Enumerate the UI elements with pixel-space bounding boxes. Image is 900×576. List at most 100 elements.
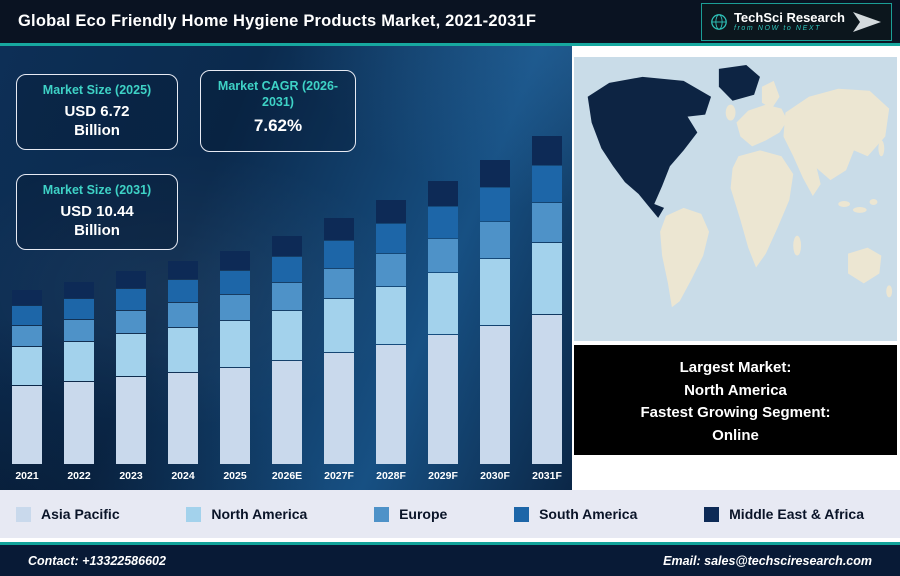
bar-segment-south-america bbox=[64, 299, 94, 319]
x-axis-label: 2023 bbox=[119, 470, 143, 482]
bar-segment-europe bbox=[220, 295, 250, 320]
bar-segment-asia-pacific bbox=[532, 315, 562, 464]
stat-value: USD 10.44 bbox=[60, 202, 134, 220]
bar-segment-middle-east-africa bbox=[64, 282, 94, 298]
market-note: Largest Market: North America Fastest Gr… bbox=[574, 345, 897, 455]
bar-segment-middle-east-africa bbox=[324, 218, 354, 240]
continent-north-america bbox=[587, 76, 712, 218]
header: Global Eco Friendly Home Hygiene Product… bbox=[0, 0, 900, 46]
bar-stack bbox=[168, 261, 198, 464]
bar-segment-north-america bbox=[64, 342, 94, 381]
bar-column-2022: 2022 bbox=[62, 282, 96, 482]
bar-segment-north-america bbox=[220, 321, 250, 367]
legend-swatch bbox=[704, 506, 720, 522]
island-madagascar bbox=[793, 235, 802, 256]
legend-label: North America bbox=[211, 506, 308, 522]
bar-segment-north-america bbox=[324, 299, 354, 352]
bar-segment-europe bbox=[428, 239, 458, 272]
bar-column-2031f: 2031F bbox=[530, 136, 564, 482]
bar-segment-north-america bbox=[376, 287, 406, 344]
bar-segment-asia-pacific bbox=[12, 386, 42, 464]
bar-segment-asia-pacific bbox=[428, 335, 458, 464]
note-line-fastest-segment-value: Online bbox=[712, 426, 759, 444]
note-line-largest-market-value: North America bbox=[684, 381, 787, 399]
bar-segment-south-america bbox=[532, 166, 562, 202]
x-axis-label: 2030F bbox=[480, 470, 510, 482]
bar-segment-europe bbox=[376, 254, 406, 286]
bar-segment-asia-pacific bbox=[116, 377, 146, 464]
main-content: Market Size (2025) USD 6.72 Billion Mark… bbox=[0, 46, 900, 490]
bar-segment-middle-east-africa bbox=[116, 271, 146, 288]
bar-segment-asia-pacific bbox=[376, 345, 406, 464]
bar-segment-middle-east-africa bbox=[220, 251, 250, 270]
legend-item-europe: Europe bbox=[374, 506, 447, 522]
legend-swatch bbox=[16, 506, 31, 522]
x-axis-label: 2026E bbox=[271, 470, 303, 482]
x-axis-label: 2024 bbox=[171, 470, 195, 482]
world-map bbox=[574, 57, 897, 341]
bar-stack bbox=[272, 236, 302, 464]
bar-segment-north-america bbox=[116, 334, 146, 376]
bar-segment-asia-pacific bbox=[220, 368, 250, 464]
bar-segment-middle-east-africa bbox=[376, 200, 406, 223]
bar-segment-europe bbox=[116, 311, 146, 333]
bar-segment-middle-east-africa bbox=[480, 160, 510, 187]
bar-segment-north-america bbox=[12, 347, 42, 385]
bar-segment-middle-east-africa bbox=[12, 290, 42, 305]
legend-item-north-america: North America bbox=[186, 506, 307, 522]
stat-market-size-2031: Market Size (2031) USD 10.44 Billion bbox=[16, 174, 178, 250]
islands-southeast-asia-2 bbox=[852, 206, 867, 213]
bar-segment-north-america bbox=[532, 243, 562, 314]
islands-southeast-asia-3 bbox=[869, 199, 878, 205]
bar-segment-north-america bbox=[480, 259, 510, 325]
bar-column-2030f: 2030F bbox=[478, 160, 512, 482]
stat-label: Market Size (2031) bbox=[42, 183, 152, 197]
stat-value: USD 6.72 bbox=[64, 102, 130, 120]
stat-unit: Billion bbox=[74, 221, 120, 239]
bar-column-2025: 2025 bbox=[218, 251, 252, 482]
bar-segment-europe bbox=[64, 320, 94, 341]
bar-stack bbox=[64, 282, 94, 464]
bar-column-2027f: 2027F bbox=[322, 218, 356, 482]
bar-segment-south-america bbox=[116, 289, 146, 310]
legend-item-middle-east-africa: Middle East & Africa bbox=[704, 506, 864, 522]
bar-segment-south-america bbox=[324, 241, 354, 268]
brand-name: TechSci Research bbox=[733, 10, 845, 25]
bar-segment-north-america bbox=[272, 311, 302, 360]
bar-segment-south-america bbox=[428, 207, 458, 238]
right-panel: Largest Market: North America Fastest Gr… bbox=[572, 46, 900, 490]
islands-southeast-asia-1 bbox=[838, 200, 851, 207]
x-axis-label: 2029F bbox=[428, 470, 458, 482]
bar-column-2028f: 2028F bbox=[374, 200, 408, 482]
bar-column-2021: 2021 bbox=[10, 290, 44, 482]
bar-segment-asia-pacific bbox=[272, 361, 302, 464]
bar-stack bbox=[480, 160, 510, 464]
bar-segment-south-america bbox=[272, 257, 302, 282]
island-uk bbox=[725, 104, 736, 121]
note-line-largest-market-label: Largest Market: bbox=[679, 359, 792, 376]
region-scandinavia bbox=[761, 80, 780, 109]
legend-item-south-america: South America bbox=[514, 506, 637, 522]
bar-column-2024: 2024 bbox=[166, 261, 200, 482]
legend-label: Asia Pacific bbox=[41, 506, 120, 522]
bar-segment-europe bbox=[532, 203, 562, 242]
footer-contact: Contact: +13322586602 bbox=[28, 553, 166, 568]
island-new-zealand bbox=[886, 285, 893, 298]
legend-label: Europe bbox=[399, 506, 448, 522]
bar-segment-south-america bbox=[220, 271, 250, 294]
bar-segment-asia-pacific bbox=[64, 382, 94, 464]
footer-email: Email: sales@techsciresearch.com bbox=[663, 553, 872, 568]
stat-label: Market CAGR (2026-2031) bbox=[217, 79, 339, 109]
legend-swatch bbox=[514, 506, 530, 522]
continent-asia bbox=[783, 88, 890, 197]
chart-legend: Asia Pacific North America Europe South Ame… bbox=[0, 490, 900, 538]
x-axis-label: 2022 bbox=[67, 470, 91, 482]
bar-segment-europe bbox=[480, 222, 510, 258]
bar-stack bbox=[376, 200, 406, 464]
bar-stack bbox=[532, 136, 562, 464]
world-map-svg bbox=[574, 57, 897, 341]
bar-segment-asia-pacific bbox=[480, 326, 510, 464]
bar-segment-europe bbox=[12, 326, 42, 346]
bar-segment-south-america bbox=[12, 306, 42, 325]
